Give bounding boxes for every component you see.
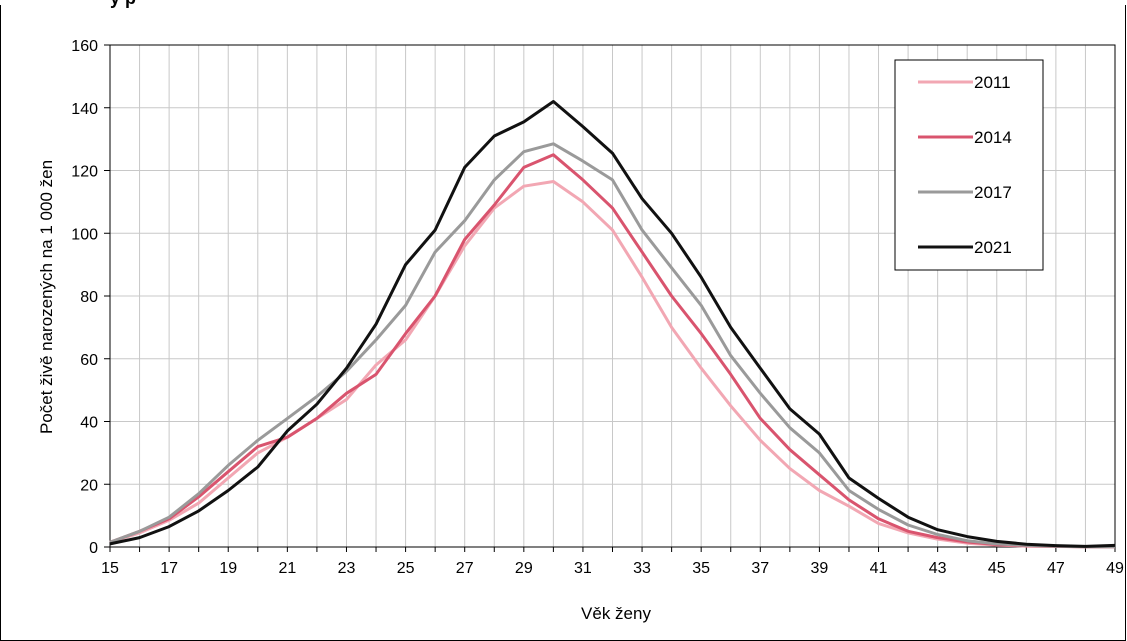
legend-label-2021: 2021 [974,238,1012,257]
legend-label-2011: 2011 [974,73,1011,92]
y-tick-label: 20 [80,477,98,494]
legend-box [894,59,1044,271]
x-tick-label: 43 [929,560,947,577]
series-lines [109,100,1116,549]
title-band [0,0,1127,5]
y-tick-label: 0 [89,540,98,557]
y-tick-label: 160 [71,38,98,55]
x-tick-label: 21 [278,560,296,577]
x-tick-label: 17 [160,560,178,577]
x-tick-label: 35 [692,560,710,577]
x-tick-label: 37 [751,560,769,577]
x-tick-label: 31 [574,560,592,577]
y-tick-label: 100 [71,226,98,243]
x-tick-label: 47 [1047,560,1065,577]
legend-label-2014: 2014 [974,128,1012,147]
x-tick-label: 23 [338,560,356,577]
x-tick-label: 19 [219,560,237,577]
x-tick-label: 39 [811,560,829,577]
y-axis-title: Počet živě narozených na 1 000 žen [37,160,56,434]
x-tick-label: 15 [101,560,119,577]
y-tick-label: 60 [80,352,98,369]
x-tick-label: 29 [515,560,533,577]
x-tick-label: 45 [988,560,1006,577]
x-tick-label: 49 [1106,560,1124,577]
x-axis-title: Věk ženy [581,604,651,623]
y-tick-label: 120 [71,164,98,181]
legend-label-2017: 2017 [974,183,1012,202]
series-line-2014 [109,153,1116,549]
chart-title: y p [110,0,136,8]
axes: 0 20 40 60 80 100 120 140 160 15 17 19 21 23 25 27 29 31 3… [71,38,1124,577]
series-line-2021 [109,100,1116,548]
y-tick-label: 140 [71,101,98,118]
y-tick-label: 80 [80,289,98,306]
y-tick-label: 40 [80,415,98,432]
series-line-2017 [109,142,1116,549]
legend: 2011 2014 2017 2021 [894,59,1044,271]
x-tick-label: 41 [870,560,888,577]
x-tick-label: 25 [397,560,415,577]
x-tick-label: 33 [633,560,651,577]
x-tick-label: 27 [456,560,474,577]
